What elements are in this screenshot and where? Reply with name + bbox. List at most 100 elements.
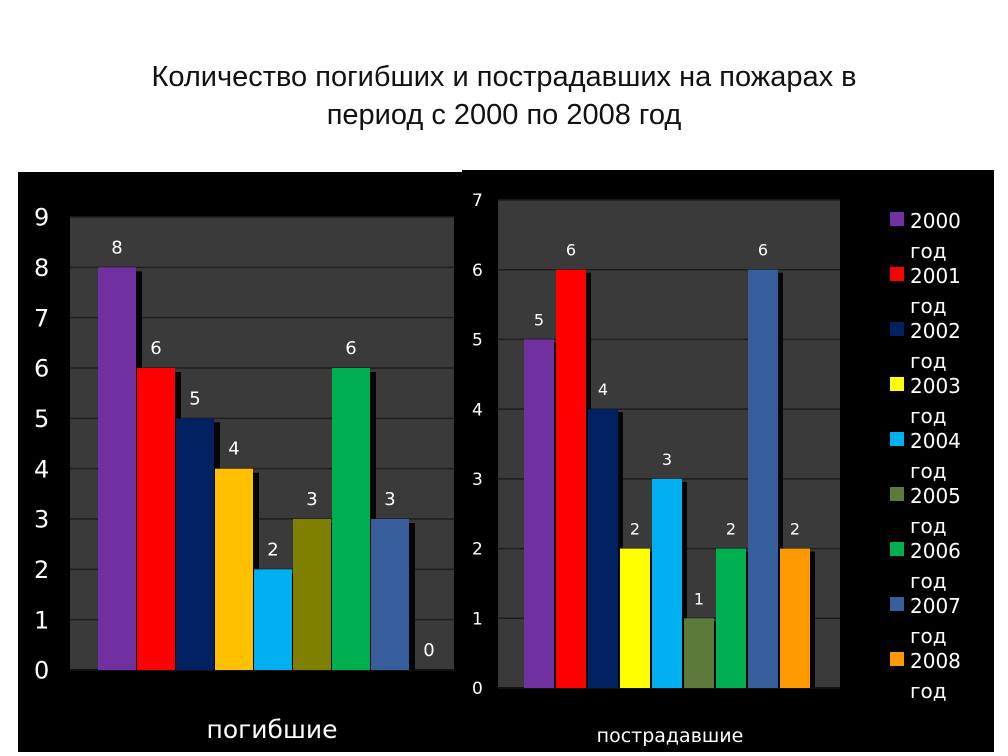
legend-item: 2008 год: [890, 649, 961, 703]
chart-title: Количество погибших и пострадавших на по…: [0, 58, 1008, 134]
legend-label-year: 2004: [910, 429, 961, 453]
y-tick-label: 7: [472, 191, 483, 211]
y-tick-label: 4: [472, 400, 483, 420]
bar-2007-год: [371, 519, 409, 670]
y-tick-label: 5: [472, 331, 483, 351]
bar-2004-год: [254, 569, 292, 670]
bar-2001-год: [137, 368, 175, 670]
bar-2003-год: [620, 548, 650, 688]
legend-label: 2002 год: [910, 319, 961, 373]
bar-chart-killed: 0 1 2 3 4 5 6 7 8 9 8 6 5 4 2 3 6 3 0 погибшие: [34, 204, 454, 744]
data-label: 6: [566, 241, 576, 260]
bar-2006-год: [332, 368, 370, 670]
legend-swatch: [890, 267, 904, 281]
legend-swatch: [890, 487, 904, 501]
data-label: 2: [790, 520, 800, 539]
legend-label-year: 2005: [910, 484, 961, 508]
bar-2008-год: [780, 548, 810, 688]
legend-label: 2006 год: [910, 539, 961, 593]
x-axis-label: погибшие: [207, 715, 338, 744]
data-label: 4: [228, 439, 239, 460]
data-label: 0: [423, 640, 434, 661]
y-tick-label: 6: [34, 355, 49, 383]
y-tick-label: 3: [34, 506, 49, 534]
bar-2006-год: [716, 548, 746, 688]
legend-label: 2008 год: [910, 649, 961, 703]
legend-item: 2001 год: [890, 264, 961, 318]
legend-label-word: год: [910, 624, 947, 648]
data-label: 1: [694, 589, 704, 608]
y-tick-label: 0: [472, 679, 483, 699]
legend-label-year: 2002: [910, 319, 961, 343]
y-tick-label: 1: [472, 609, 483, 629]
y-tick-label: 5: [34, 405, 49, 433]
bar-2004-год: [652, 478, 682, 688]
chart-title-line-1: Количество погибших и пострадавших на по…: [151, 61, 857, 93]
chart-panel-injured: 0 1 2 3 4 5 6 7 5 6 4 2 3 1 2 6 2 пострадавшие 2000 год 2001…: [462, 170, 994, 752]
chart-panel-killed: 0 1 2 3 4 5 6 7 8 9 8 6 5 4 2 3 6 3 0 погибшие: [18, 172, 462, 752]
legend-label-word: год: [910, 349, 947, 373]
legend-swatch: [890, 377, 904, 391]
legend-label-year: 2001: [910, 264, 961, 288]
legend-label-year: 2008: [910, 649, 961, 673]
legend-swatch: [890, 652, 904, 666]
y-tick-label: 4: [34, 455, 49, 483]
legend-item: 2007 год: [890, 594, 961, 648]
legend-swatch: [890, 432, 904, 446]
y-tick-label: 7: [34, 304, 49, 332]
data-label: 2: [726, 520, 736, 539]
y-tick-label: 2: [472, 540, 483, 560]
legend-swatch: [890, 542, 904, 556]
data-label: 3: [306, 489, 317, 510]
legend-label-year: 2006: [910, 539, 961, 563]
legend-label-word: год: [910, 294, 947, 318]
data-label: 4: [598, 380, 608, 399]
legend-label-year: 2000: [910, 209, 961, 233]
data-label: 6: [758, 241, 768, 260]
y-tick-label: 0: [34, 657, 49, 685]
y-tick-label: 1: [34, 606, 49, 634]
data-label: 6: [150, 338, 161, 359]
legend-label: 2003 год: [910, 374, 961, 428]
legend-label: 2001 год: [910, 264, 961, 318]
y-tick-label: 2: [34, 556, 49, 584]
bar-2002-год: [588, 409, 618, 688]
legend-item: 2000 год: [890, 209, 961, 263]
data-label: 2: [630, 520, 640, 539]
data-label: 3: [662, 450, 672, 469]
data-label: 5: [189, 388, 200, 409]
bar-2001-год: [556, 269, 586, 688]
y-tick-label: 8: [34, 254, 49, 282]
bar-2005-год: [293, 519, 331, 670]
y-tick-label: 3: [472, 470, 483, 490]
legend-swatch: [890, 322, 904, 336]
data-label: 5: [534, 310, 544, 329]
bar-2005-год: [684, 618, 714, 688]
legend-label-word: год: [910, 239, 947, 263]
legend-label-year: 2007: [910, 594, 961, 618]
y-tick-label: 6: [472, 261, 483, 281]
bar-2002-год: [176, 418, 214, 670]
bar-2000-год: [524, 339, 554, 688]
bar-2003-год: [215, 468, 253, 670]
legend-label: 2007 год: [910, 594, 961, 648]
legend-label-word: год: [910, 514, 947, 538]
data-label: 3: [384, 489, 395, 510]
legend-label-word: год: [910, 459, 947, 483]
data-label: 2: [267, 539, 278, 560]
data-label: 6: [345, 338, 356, 359]
bar-2007-год: [748, 269, 778, 688]
chart-title-line-2: период с 2000 по 2008 год: [326, 99, 682, 131]
legend-label-word: год: [910, 404, 947, 428]
legend-label-year: 2003: [910, 374, 961, 398]
legend-item: 2003 год: [890, 374, 961, 428]
legend-swatch: [890, 212, 904, 226]
legend-label: 2005 год: [910, 484, 961, 538]
y-tick-label: 9: [34, 204, 49, 232]
legend-label-word: год: [910, 679, 947, 703]
legend-item: 2005 год: [890, 484, 961, 538]
legend-item: 2004 год: [890, 429, 961, 483]
legend-label: 2000 год: [910, 209, 961, 263]
